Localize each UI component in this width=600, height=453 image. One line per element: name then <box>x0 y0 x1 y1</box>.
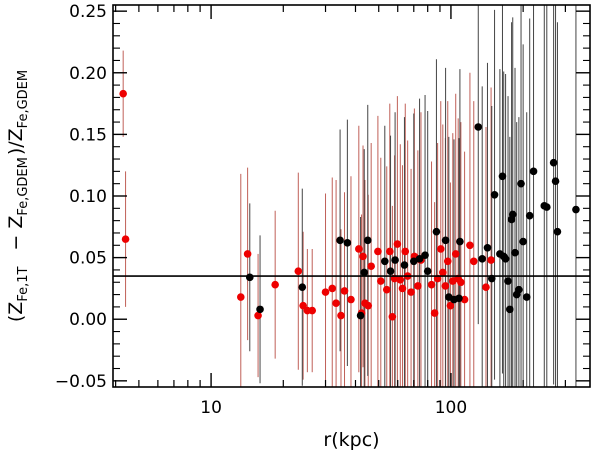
data-point-black <box>401 261 409 269</box>
data-point-red <box>470 258 478 266</box>
data-point-black <box>336 237 344 245</box>
data-point-black <box>442 237 450 245</box>
data-point-red <box>452 250 460 258</box>
data-point-red <box>359 253 367 261</box>
data-point-black <box>484 244 492 252</box>
data-point-black <box>364 237 372 245</box>
data-point-red <box>332 299 340 307</box>
data-point-red <box>457 278 465 286</box>
data-point-red <box>119 90 127 98</box>
data-point-black <box>550 159 558 167</box>
y-tick-label: 0.00 <box>69 310 107 330</box>
data-point-red <box>399 285 407 293</box>
data-point-black <box>298 283 306 291</box>
data-point-black <box>256 306 264 314</box>
data-point-red <box>386 248 394 256</box>
data-point-black <box>526 212 534 220</box>
data-point-black <box>491 191 499 199</box>
data-point-black <box>515 286 523 294</box>
data-point-red <box>394 240 402 248</box>
y-axis-label: (ZFe,1T− ZFe,GDEM)/ZFe,GDEM <box>5 70 31 322</box>
data-point-black <box>502 255 510 263</box>
data-point-red <box>355 245 363 253</box>
error-bars <box>123 5 576 387</box>
data-point-red <box>439 269 447 277</box>
data-point-red <box>237 293 245 301</box>
data-point-red <box>374 248 382 256</box>
data-point-red <box>244 250 252 258</box>
data-point-red <box>466 241 474 249</box>
data-point-black <box>511 249 519 257</box>
y-label-part: )/Z <box>5 128 27 155</box>
data-point-black <box>543 203 551 211</box>
data-point-red <box>271 281 279 289</box>
y-label-part: − Z <box>5 216 27 251</box>
data-point-black <box>381 258 389 266</box>
data-point-red <box>341 287 349 295</box>
data-point-black <box>456 238 464 246</box>
data-point-black <box>478 255 486 263</box>
x-axis-label: r(kpc) <box>323 429 379 451</box>
data-point-black <box>552 177 560 185</box>
data-point-black <box>344 239 352 247</box>
y-label-sub: Fe,GDEM <box>16 157 31 215</box>
data-point-red <box>322 288 330 296</box>
data-point-black <box>509 211 517 219</box>
data-point-red <box>401 248 409 256</box>
data-point-black <box>530 168 538 176</box>
data-point-red <box>407 288 415 296</box>
data-point-red <box>294 267 302 275</box>
y-label-part: (Z <box>5 302 27 322</box>
data-point-black <box>360 269 368 277</box>
y-tick-label: 0.05 <box>69 249 107 269</box>
data-point-black <box>421 251 429 259</box>
data-point-black <box>519 238 527 246</box>
data-point-black <box>504 277 512 285</box>
data-point-red <box>482 283 490 291</box>
data-point-red <box>431 309 439 317</box>
data-point-red <box>396 276 404 284</box>
data-point-black <box>433 228 441 236</box>
y-label-sub: Fe,GDEM <box>16 70 31 128</box>
data-point-red <box>389 313 397 321</box>
data-point-red <box>328 285 336 293</box>
data-point-black <box>572 206 580 214</box>
y-label-sub: Fe,1T <box>16 267 31 302</box>
y-tick-label: 0.25 <box>69 2 107 22</box>
data-point-red <box>364 302 372 310</box>
x-tick-label: 10 <box>200 398 222 418</box>
data-point-black <box>474 123 482 131</box>
data-point-black <box>357 312 365 320</box>
x-tick-label: 100 <box>435 398 467 418</box>
data-point-black <box>246 274 254 282</box>
data-point-black <box>554 228 562 236</box>
y-tick-label: 0.10 <box>69 187 107 207</box>
data-point-black <box>424 267 432 275</box>
y-tick-label: 0.15 <box>69 125 107 145</box>
data-point-red <box>428 281 436 289</box>
data-point-red <box>377 277 385 285</box>
data-points <box>119 90 579 321</box>
data-point-red <box>442 282 450 290</box>
y-tick-label: 0.20 <box>69 64 107 84</box>
data-point-red <box>437 245 445 253</box>
y-tick-label: −0.05 <box>55 372 107 392</box>
data-point-red <box>487 256 495 264</box>
data-point-red <box>444 258 452 266</box>
data-point-black <box>499 172 507 180</box>
data-point-red <box>414 282 422 290</box>
data-point-black <box>387 267 395 275</box>
data-point-black <box>523 293 531 301</box>
data-point-red <box>367 262 375 270</box>
data-point-red <box>122 235 130 243</box>
data-point-red <box>337 312 345 320</box>
data-point-red <box>383 286 391 294</box>
data-point-black <box>391 256 399 264</box>
data-point-black <box>506 306 514 314</box>
data-point-red <box>347 296 355 304</box>
data-point-black <box>517 180 525 188</box>
data-point-red <box>308 307 316 315</box>
data-point-black <box>455 294 463 302</box>
